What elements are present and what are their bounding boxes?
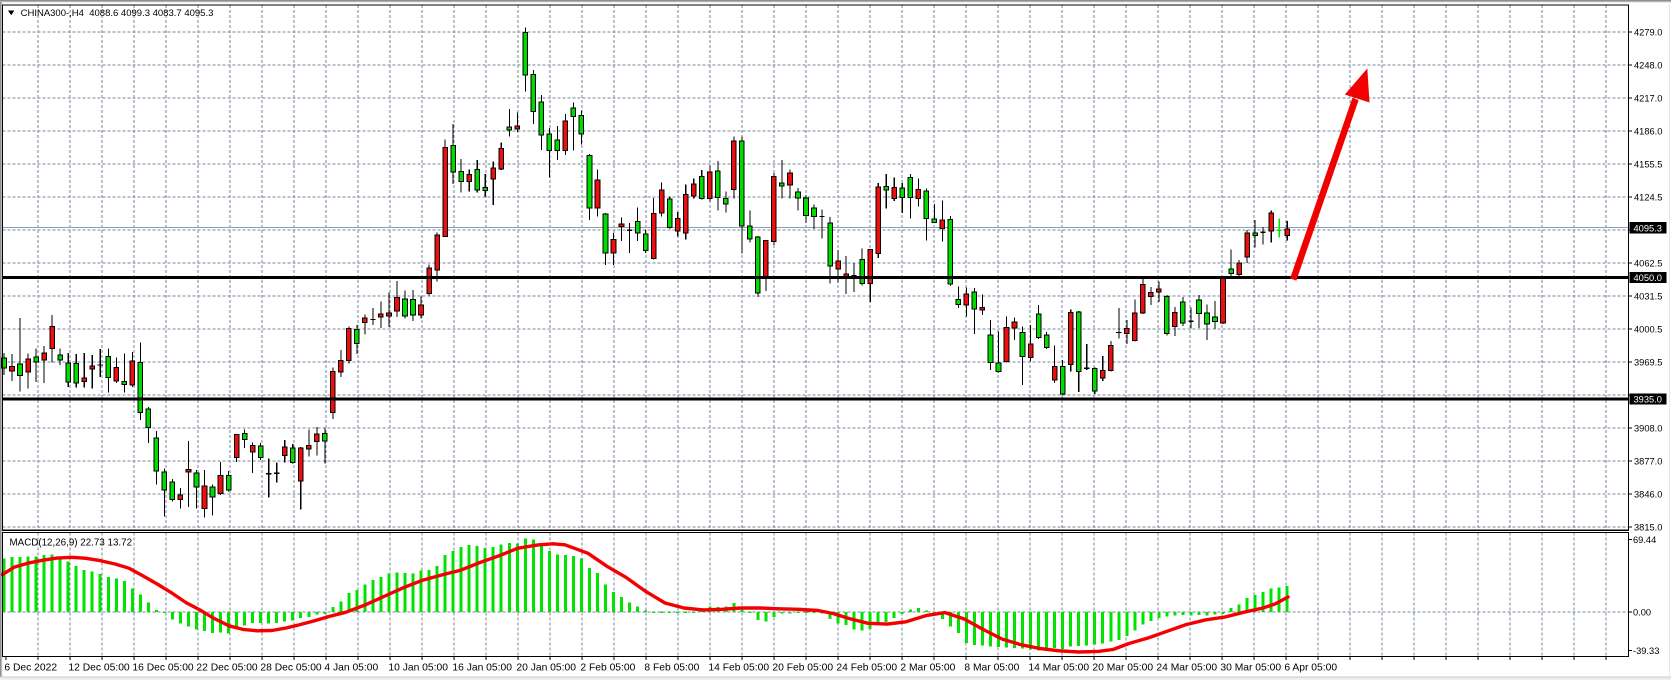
svg-text:2 Mar 05:00: 2 Mar 05:00 bbox=[900, 663, 955, 674]
svg-text:3908.0: 3908.0 bbox=[1634, 423, 1662, 433]
svg-text:8 Feb 05:00: 8 Feb 05:00 bbox=[644, 663, 699, 674]
svg-text:6 Apr 05:00: 6 Apr 05:00 bbox=[1284, 663, 1337, 674]
svg-text:2 Feb 05:00: 2 Feb 05:00 bbox=[580, 663, 635, 674]
svg-text:10 Jan 05:00: 10 Jan 05:00 bbox=[388, 663, 448, 674]
svg-text:20 Feb 05:00: 20 Feb 05:00 bbox=[772, 663, 833, 674]
svg-text:4 Jan 05:00: 4 Jan 05:00 bbox=[324, 663, 378, 674]
svg-text:3935.0: 3935.0 bbox=[1634, 395, 1662, 405]
svg-text:22 Dec 05:00: 22 Dec 05:00 bbox=[196, 663, 258, 674]
svg-text:0.00: 0.00 bbox=[1633, 607, 1651, 617]
svg-text:4217.0: 4217.0 bbox=[1634, 93, 1662, 103]
svg-text:4062.5: 4062.5 bbox=[1634, 258, 1662, 268]
svg-text:4186.0: 4186.0 bbox=[1634, 126, 1662, 136]
svg-text:12 Dec 05:00: 12 Dec 05:00 bbox=[68, 663, 130, 674]
svg-text:4124.5: 4124.5 bbox=[1634, 192, 1662, 202]
svg-text:30 Mar 05:00: 30 Mar 05:00 bbox=[1220, 663, 1281, 674]
svg-text:14 Mar 05:00: 14 Mar 05:00 bbox=[1028, 663, 1089, 674]
svg-text:-39.33: -39.33 bbox=[1633, 646, 1659, 656]
svg-text:20 Mar 05:00: 20 Mar 05:00 bbox=[1092, 663, 1153, 674]
svg-text:4155.5: 4155.5 bbox=[1634, 159, 1662, 169]
svg-text:24 Mar 05:00: 24 Mar 05:00 bbox=[1156, 663, 1217, 674]
svg-text:3969.5: 3969.5 bbox=[1634, 357, 1662, 367]
svg-text:4279.0: 4279.0 bbox=[1634, 27, 1662, 37]
svg-text:14 Feb 05:00: 14 Feb 05:00 bbox=[708, 663, 769, 674]
svg-text:3877.0: 3877.0 bbox=[1634, 456, 1662, 466]
svg-text:16 Dec 05:00: 16 Dec 05:00 bbox=[132, 663, 194, 674]
svg-text:6 Dec 2022: 6 Dec 2022 bbox=[4, 663, 57, 674]
svg-text:24 Feb 05:00: 24 Feb 05:00 bbox=[836, 663, 897, 674]
svg-text:4050.0: 4050.0 bbox=[1634, 273, 1662, 283]
svg-text:3815.0: 3815.0 bbox=[1634, 522, 1662, 532]
svg-text:16 Jan 05:00: 16 Jan 05:00 bbox=[452, 663, 512, 674]
svg-text:CHINA300-,H4 4088.6 4099.3 40: CHINA300-,H4 4088.6 4099.3 4083.7 4095.3 bbox=[21, 8, 214, 19]
svg-text:4031.5: 4031.5 bbox=[1634, 291, 1662, 301]
svg-text:20 Jan 05:00: 20 Jan 05:00 bbox=[516, 663, 576, 674]
svg-text:28 Dec 05:00: 28 Dec 05:00 bbox=[260, 663, 322, 674]
svg-text:4000.5: 4000.5 bbox=[1634, 324, 1662, 334]
svg-text:69.44: 69.44 bbox=[1633, 535, 1656, 545]
svg-text:3846.0: 3846.0 bbox=[1634, 489, 1662, 499]
svg-text:4095.3: 4095.3 bbox=[1634, 223, 1662, 233]
svg-text:4248.0: 4248.0 bbox=[1634, 60, 1662, 70]
svg-text:8 Mar 05:00: 8 Mar 05:00 bbox=[964, 663, 1019, 674]
svg-text:MACD(12,26,9) 22.73 13.72: MACD(12,26,9) 22.73 13.72 bbox=[10, 538, 133, 549]
